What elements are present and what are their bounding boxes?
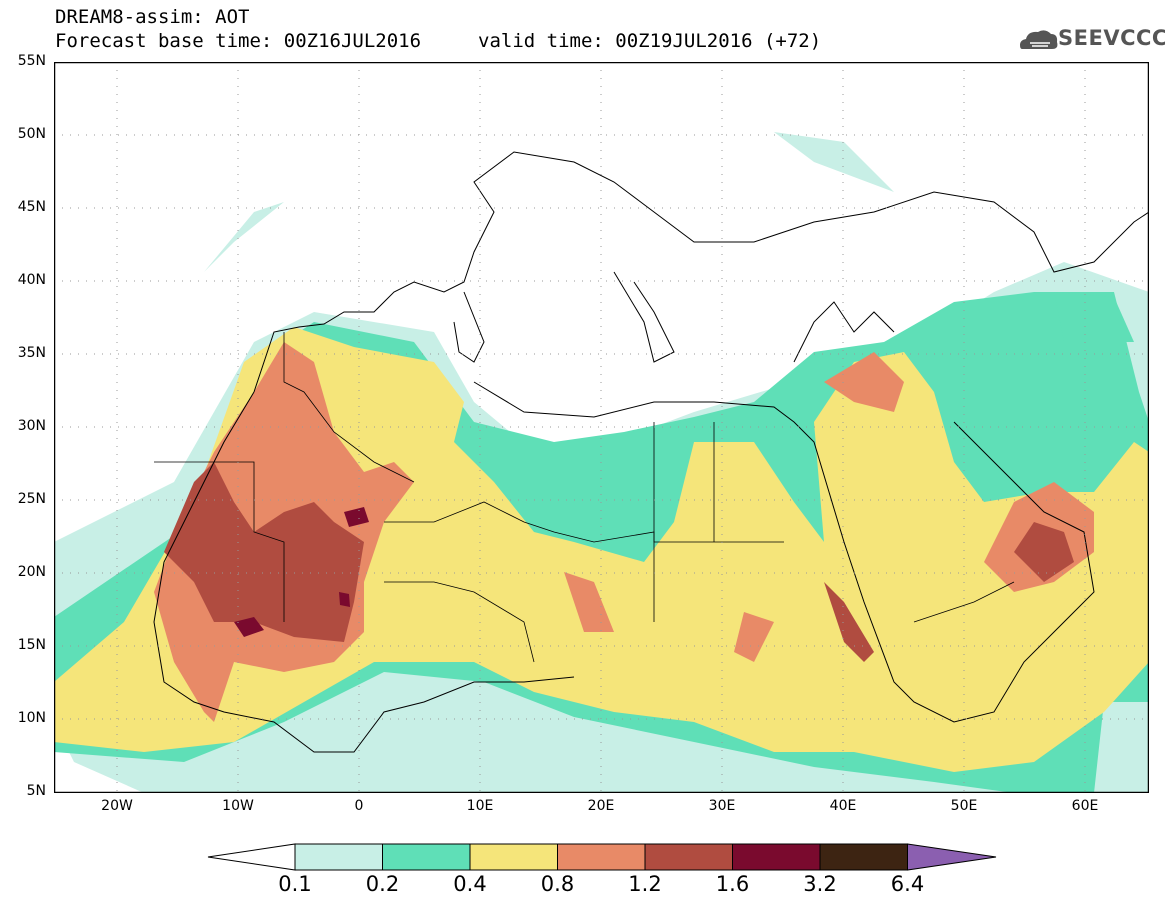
lat-tick-label: 50N (17, 126, 46, 142)
legend-level-label: 6.4 (890, 872, 925, 896)
lat-tick-label: 40N (17, 272, 46, 288)
lat-tick-label: 45N (17, 199, 46, 215)
lon-tick-label: 30E (708, 798, 736, 814)
lat-tick-label: 30N (17, 418, 46, 434)
lon-tick-label: 40E (829, 798, 857, 814)
lat-tick-label: 5N (26, 783, 46, 799)
lat-tick-label: 55N (17, 53, 46, 69)
legend-level-label: 1.6 (715, 872, 750, 896)
valid-time: valid time: 00Z19JUL2016 (+72) (478, 30, 822, 52)
lon-tick-label: 20W (101, 798, 133, 814)
lat-tick-label: 20N (17, 564, 46, 580)
forecast-base-time: Forecast base time: 00Z16JUL2016 (55, 30, 422, 52)
legend-swatch (819, 843, 908, 871)
country-borders (154, 332, 1015, 663)
lon-tick-label: 60E (1071, 798, 1099, 814)
color-legend-bar (207, 843, 997, 871)
cloud-logo-icon (1020, 30, 1058, 49)
legend-level-label: 1.2 (628, 872, 662, 896)
lon-tick-label: 10W (222, 798, 254, 814)
legend-swatch (382, 843, 471, 871)
lat-tick-label: 15N (17, 637, 46, 653)
legend-swatch (294, 843, 383, 871)
legend-swatch (732, 843, 821, 871)
legend-level-label: 0.2 (365, 872, 400, 896)
lon-tick-label: 20E (587, 798, 615, 814)
legend-level-label: 0.8 (540, 872, 575, 896)
legend-swatch (557, 843, 646, 871)
lon-tick-label: 50E (950, 798, 978, 814)
lat-tick-label: 10N (17, 710, 46, 726)
map-title: DREAM8-assim: AOT (55, 6, 250, 28)
aot-map (54, 62, 1149, 793)
lat-tick-label: 35N (17, 345, 46, 361)
legend-min-arrow (207, 843, 296, 871)
graticule (54, 62, 1149, 793)
coastlines (153, 151, 1149, 753)
legend-level-label: 0.1 (278, 872, 312, 896)
lon-tick-label: 10E (466, 798, 494, 814)
legend-level-label: 3.2 (803, 872, 837, 896)
logo-text: SEEVCCC (1058, 26, 1165, 50)
legend-swatch (469, 843, 558, 871)
lon-tick-label: 0 (354, 798, 364, 814)
legend-swatch (644, 843, 733, 871)
aot-band-1-6 (234, 507, 369, 637)
legend-level-label: 0.4 (453, 872, 487, 896)
legend-max-arrow (907, 843, 997, 871)
lat-tick-label: 25N (17, 491, 46, 507)
aot-band-1-2 (164, 462, 1074, 662)
